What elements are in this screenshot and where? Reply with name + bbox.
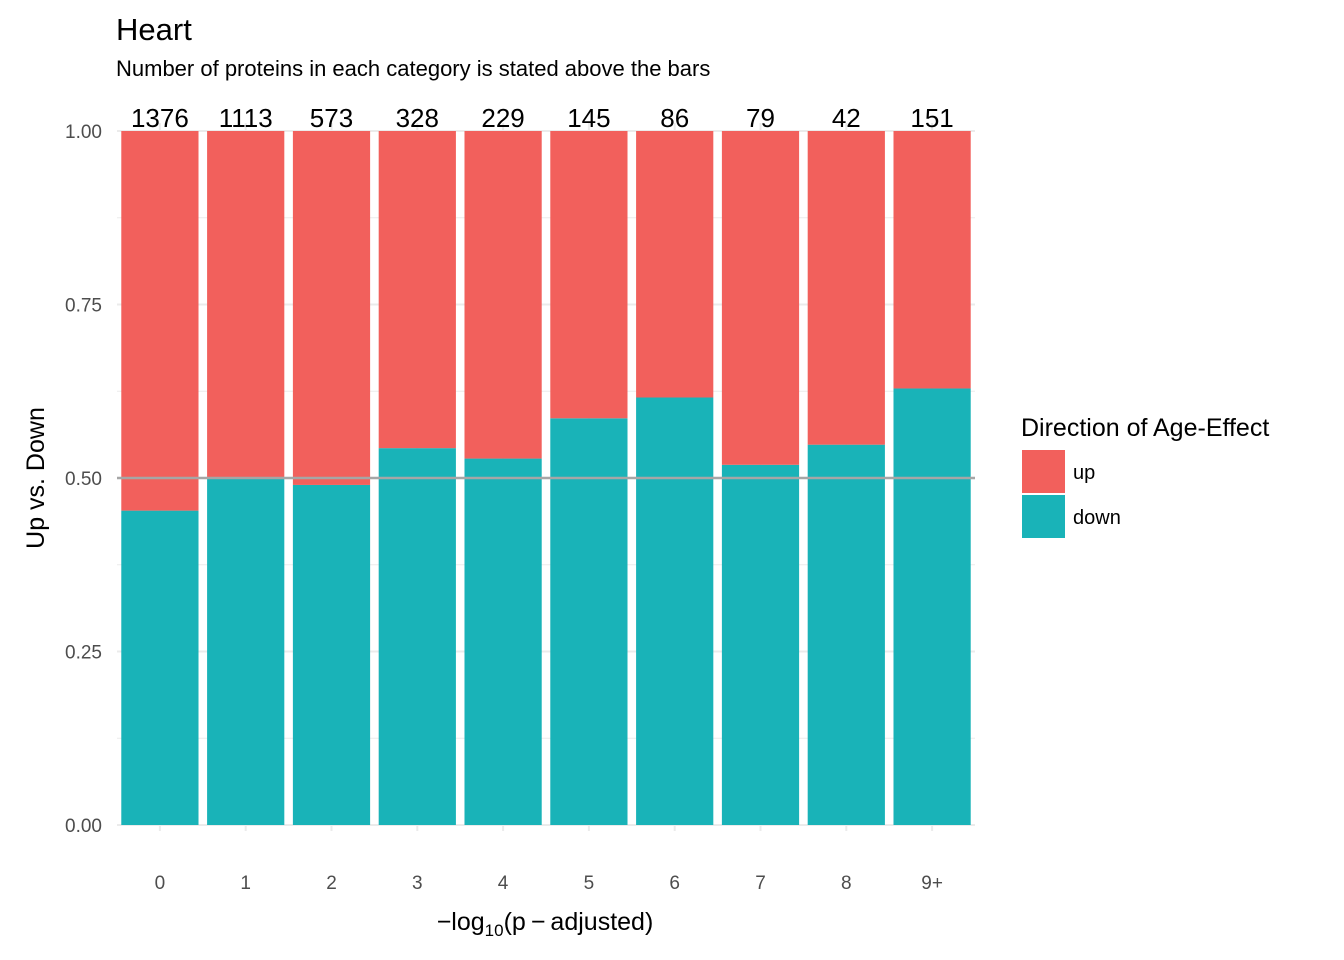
bar-down-4 xyxy=(464,458,542,825)
y-tick-labels: 0.00 0.25 0.50 0.75 1.00 xyxy=(65,122,102,837)
count-label: 151 xyxy=(910,103,953,133)
y-tick-label: 0.00 xyxy=(65,816,102,837)
count-label: 86 xyxy=(660,103,689,133)
bar-down-3 xyxy=(378,448,456,825)
x-axis-title-subscript: 10 xyxy=(485,921,504,940)
bar-up-2 xyxy=(292,131,371,485)
bar-up-8 xyxy=(807,131,885,445)
x-tick-label: 9+ xyxy=(921,873,943,894)
y-tick-label: 0.50 xyxy=(65,469,102,490)
bars xyxy=(121,131,971,825)
legend-label-up: up xyxy=(1073,462,1095,484)
bar-up-1 xyxy=(207,131,285,478)
bar-up-0 xyxy=(121,131,199,511)
y-tick-label: 0.75 xyxy=(65,296,102,317)
x-tick-label: 5 xyxy=(584,873,595,894)
x-tick-label: 1 xyxy=(240,873,251,894)
bar-up-6 xyxy=(636,131,714,398)
count-label: 328 xyxy=(396,103,439,133)
bar-up-4 xyxy=(464,131,542,459)
bar-up-9+ xyxy=(893,131,971,389)
bar-down-7 xyxy=(721,464,800,825)
legend-swatch-up xyxy=(1022,450,1065,493)
chart-title: Heart xyxy=(116,12,192,47)
bar-up-3 xyxy=(378,131,456,449)
bar-down-6 xyxy=(636,397,714,825)
legend: Direction of Age-Effect up down xyxy=(1021,414,1269,538)
legend-title: Direction of Age-Effect xyxy=(1021,414,1269,442)
x-axis-title-prefix: −log xyxy=(437,908,485,936)
count-label: 145 xyxy=(567,103,610,133)
chart-subtitle: Number of proteins in each category is s… xyxy=(116,56,710,81)
count-label: 573 xyxy=(310,103,353,133)
legend-swatch-down xyxy=(1022,495,1065,538)
x-tick-labels: 0 1 2 3 4 5 6 7 8 9+ xyxy=(155,873,943,894)
x-tick-label: 0 xyxy=(155,873,166,894)
legend-label-down: down xyxy=(1073,507,1121,529)
x-tick-label: 2 xyxy=(326,873,337,894)
count-label: 229 xyxy=(481,103,524,133)
y-axis-title: Up vs. Down xyxy=(22,407,50,549)
x-axis-title-suffix: (p − adjusted) xyxy=(504,908,654,936)
bar-down-9+ xyxy=(893,388,971,825)
count-label: 1376 xyxy=(131,103,189,133)
x-tick-label: 4 xyxy=(498,873,509,894)
x-axis-title: −log10(p − adjusted) xyxy=(437,908,654,940)
bar-down-2 xyxy=(292,484,371,825)
count-label: 1113 xyxy=(219,103,273,133)
bar-up-7 xyxy=(721,131,800,465)
bar-up-5 xyxy=(550,131,628,419)
count-label: 79 xyxy=(746,103,775,133)
bar-down-8 xyxy=(807,444,885,825)
bar-down-1 xyxy=(207,478,285,825)
y-tick-label: 1.00 xyxy=(65,122,102,143)
x-tick-label: 6 xyxy=(669,873,680,894)
bar-down-5 xyxy=(550,418,628,825)
count-labels: 1376 1113 573 328 229 145 86 79 42 151 xyxy=(131,103,954,133)
x-tick-label: 3 xyxy=(412,873,423,894)
count-label: 42 xyxy=(832,103,861,133)
x-tick-label: 8 xyxy=(841,873,852,894)
x-tick-label: 7 xyxy=(755,873,766,894)
bar-down-0 xyxy=(121,510,199,825)
y-tick-label: 0.25 xyxy=(65,643,102,664)
